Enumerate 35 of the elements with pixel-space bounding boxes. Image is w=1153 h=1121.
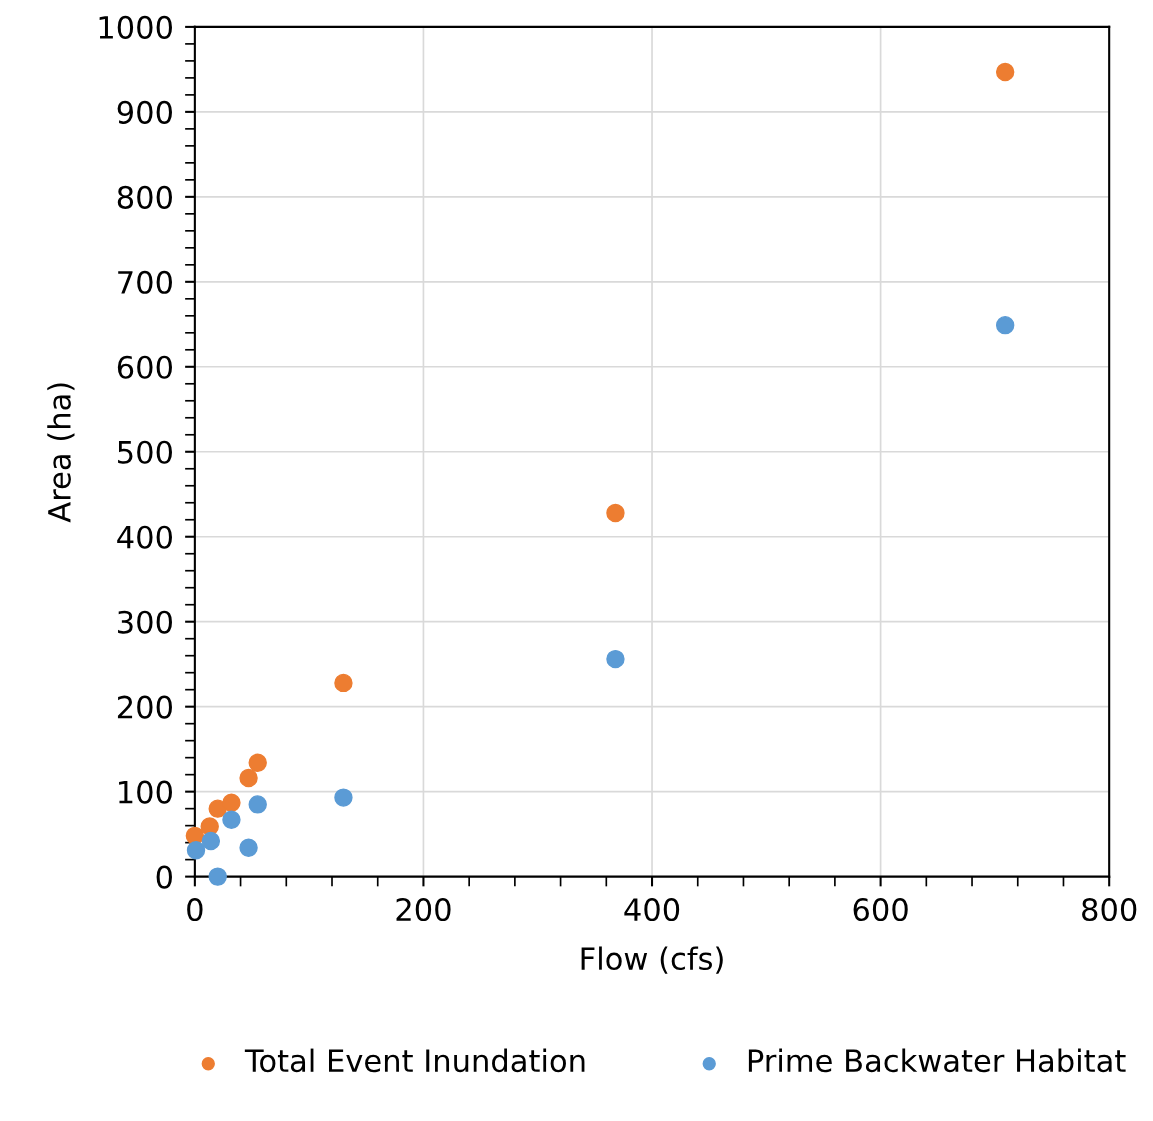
point [248,795,267,814]
y-tick-label: 700 [118,270,172,294]
point [222,810,241,829]
point [606,503,625,523]
x-tick-label: 600 [853,897,908,922]
y-tick-label: 0 [156,865,172,889]
y-axis-title: Area (ha) [47,383,75,523]
point [186,841,206,860]
y-tick-label: 200 [117,695,172,719]
x-tick-label: 800 [1082,897,1137,922]
y-tick-label: 300 [118,610,172,634]
point [208,867,227,886]
x-tick-label: 400 [624,897,680,922]
point [248,753,267,772]
y-tick-label: 1000 [99,15,172,39]
y-tick-label: 400 [117,525,172,549]
x-tick-label: 0 [187,897,203,922]
point [334,788,353,807]
y-tick-label: 800 [117,185,172,209]
y-tick-label: 900 [117,100,172,124]
legend-label: Total Event Inundation [244,1048,585,1073]
point [222,793,241,812]
point [606,649,625,669]
legend-label: Prime Backwater Habitat [748,1048,1126,1073]
point [995,62,1015,82]
point [201,831,221,851]
y-tick-label: 500 [118,440,172,464]
point [995,315,1015,335]
y-tick-label: 100 [119,780,172,804]
point [334,673,353,693]
point [239,838,258,857]
x-axis-title: Flow (cfs) [581,946,723,974]
x-tick-label: 200 [396,897,451,922]
y-tick-label: 600 [117,355,172,379]
point [239,768,258,788]
